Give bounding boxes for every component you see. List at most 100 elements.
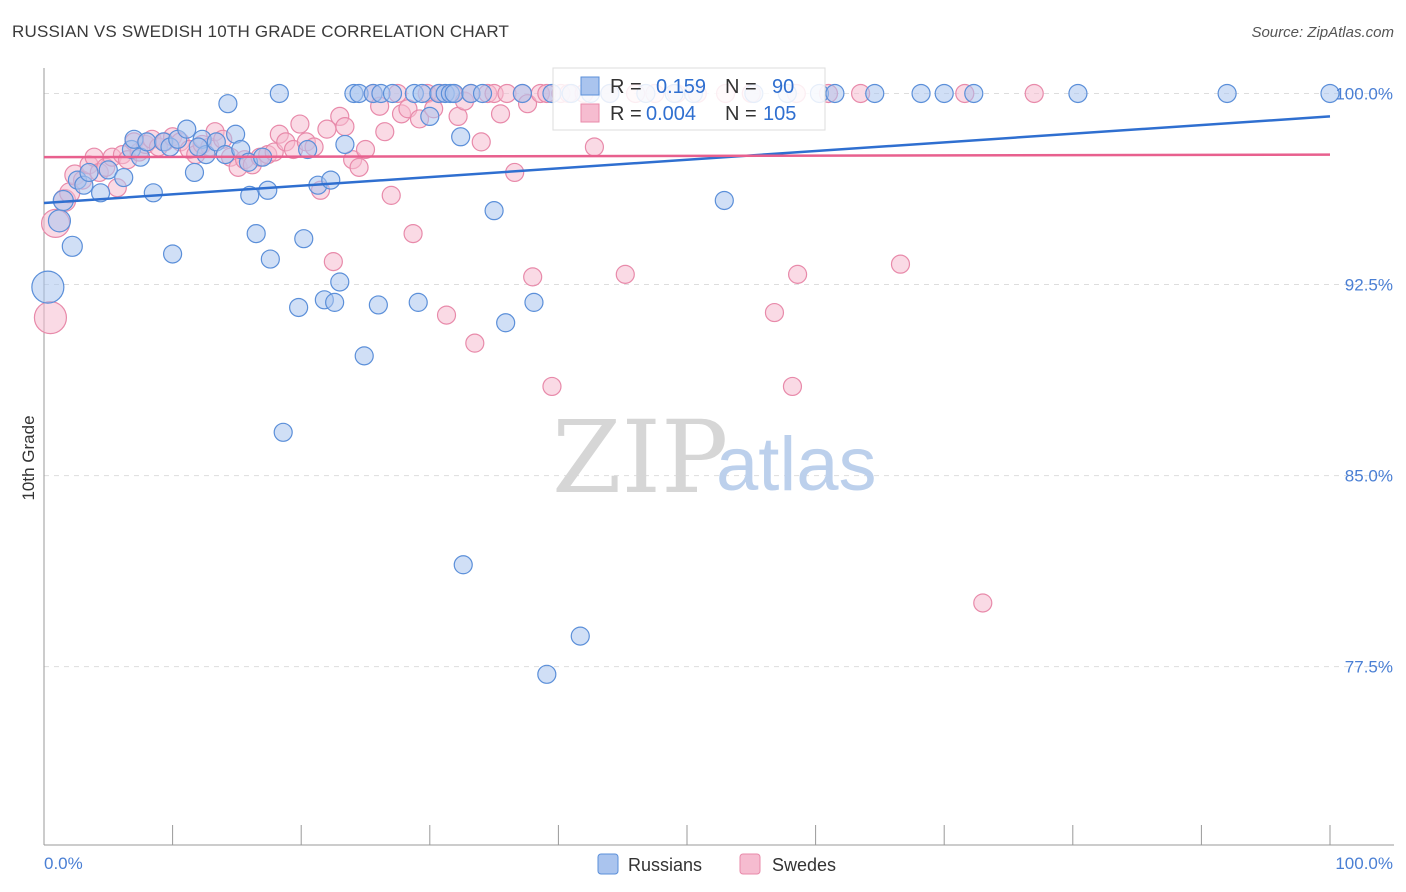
data-point-russians bbox=[240, 185, 260, 205]
legend-n-value-blue: 90 bbox=[772, 76, 794, 98]
data-point-russians bbox=[294, 229, 314, 249]
legend-label-russians: Russians bbox=[628, 855, 702, 875]
gridlines bbox=[44, 92, 1394, 668]
watermark: ZIP atlas bbox=[552, 399, 877, 516]
trend-line-russians bbox=[43, 115, 1331, 205]
data-point-russians bbox=[934, 83, 954, 104]
data-point-swedes bbox=[33, 301, 68, 335]
data-point-russians bbox=[269, 83, 289, 104]
legend-r-label-pink: R = bbox=[610, 103, 642, 125]
data-point-russians bbox=[114, 167, 134, 188]
data-point-russians bbox=[496, 313, 516, 333]
data-point-russians bbox=[258, 180, 278, 200]
y-tick-label: 77.5% bbox=[1345, 658, 1393, 677]
data-point-russians bbox=[964, 83, 984, 104]
y-axis-label: 10th Grade bbox=[19, 415, 38, 500]
data-point-swedes bbox=[403, 223, 423, 244]
data-point-russians bbox=[451, 127, 471, 147]
data-point-russians bbox=[1068, 83, 1088, 104]
data-point-swedes bbox=[375, 122, 395, 142]
data-point-swedes bbox=[782, 376, 803, 397]
data-point-swedes bbox=[436, 305, 457, 325]
legend-label-swedes: Swedes bbox=[772, 855, 836, 875]
legend-r-value-blue: 0.159 bbox=[656, 76, 706, 98]
data-point-russians bbox=[137, 132, 157, 152]
series-legend: Russians Swedes bbox=[597, 853, 836, 875]
data-point-russians bbox=[321, 170, 341, 190]
trend-lines bbox=[43, 115, 1331, 205]
data-point-russians bbox=[260, 249, 280, 269]
data-point-russians bbox=[512, 83, 532, 104]
legend-r-value-pink: 0.004 bbox=[646, 103, 696, 125]
data-point-russians bbox=[289, 297, 309, 318]
data-point-russians bbox=[218, 94, 238, 114]
data-point-russians bbox=[98, 160, 118, 180]
data-point-russians bbox=[163, 244, 183, 264]
legend-swatch-swedes bbox=[739, 853, 761, 875]
watermark-atlas: atlas bbox=[716, 422, 877, 507]
data-point-russians bbox=[273, 422, 293, 442]
data-point-russians bbox=[246, 223, 266, 244]
chart-title: RUSSIAN VS SWEDISH 10TH GRADE CORRELATIO… bbox=[12, 22, 510, 41]
data-point-russians bbox=[1320, 83, 1340, 104]
data-point-swedes bbox=[542, 376, 562, 397]
data-point-swedes bbox=[1024, 83, 1044, 104]
legend-n-value-pink: 105 bbox=[763, 103, 796, 125]
data-point-russians bbox=[412, 83, 432, 104]
stats-legend: R = 0.159 N = 90 R = 0.004 N = 105 bbox=[552, 67, 826, 131]
data-point-russians bbox=[335, 134, 355, 155]
data-point-russians bbox=[90, 183, 111, 203]
data-point-swedes bbox=[323, 252, 343, 272]
data-point-russians bbox=[79, 162, 99, 183]
data-point-russians bbox=[524, 292, 544, 312]
data-point-swedes bbox=[349, 157, 369, 177]
data-point-swedes bbox=[764, 302, 785, 323]
x-tick-labels: 0.0% 100.0% bbox=[44, 854, 1393, 873]
data-point-russians bbox=[714, 190, 734, 211]
data-point-russians bbox=[865, 83, 885, 104]
data-point-russians bbox=[911, 83, 931, 104]
trend-line-swedes bbox=[43, 153, 1331, 159]
data-point-swedes bbox=[471, 132, 491, 152]
legend-n-label-pink: N = bbox=[725, 103, 757, 125]
legend-swatch-russians bbox=[597, 853, 619, 875]
data-point-russians bbox=[537, 664, 557, 684]
data-point-swedes bbox=[290, 114, 310, 134]
data-point-swedes bbox=[523, 267, 543, 287]
legend-swatch-blue bbox=[580, 76, 600, 96]
data-point-swedes bbox=[490, 104, 511, 124]
data-point-russians bbox=[453, 555, 473, 575]
y-tick-label: 92.5% bbox=[1345, 276, 1393, 295]
data-point-swedes bbox=[381, 185, 401, 205]
data-point-russians bbox=[298, 139, 318, 160]
data-point-russians bbox=[444, 83, 464, 104]
data-point-russians bbox=[61, 235, 83, 257]
data-point-russians bbox=[188, 137, 208, 157]
data-point-russians bbox=[184, 162, 205, 183]
series-russians-points bbox=[31, 83, 1340, 684]
x-tick-label: 0.0% bbox=[44, 854, 83, 873]
data-point-russians bbox=[420, 106, 440, 127]
data-point-russians bbox=[368, 295, 388, 315]
watermark-zip: ZIP bbox=[552, 399, 728, 516]
legend-n-label-blue: N = bbox=[725, 76, 757, 98]
data-point-swedes bbox=[787, 264, 808, 284]
series-swedes-points bbox=[33, 83, 1044, 613]
data-point-russians bbox=[177, 119, 197, 139]
data-point-russians bbox=[330, 272, 350, 292]
data-point-russians bbox=[354, 346, 374, 366]
chart-source: Source: ZipAtlas.com bbox=[1251, 24, 1394, 41]
data-point-swedes bbox=[584, 137, 605, 157]
data-point-russians bbox=[484, 201, 504, 221]
data-point-russians bbox=[325, 292, 345, 312]
data-point-swedes bbox=[615, 264, 635, 284]
data-point-russians bbox=[382, 83, 403, 104]
y-tick-label: 100.0% bbox=[1335, 84, 1393, 103]
data-point-russians bbox=[143, 183, 163, 203]
legend-r-label-blue: R = bbox=[610, 76, 642, 98]
y-tick-label: 85.0% bbox=[1345, 467, 1393, 486]
axes bbox=[43, 68, 1394, 846]
data-point-russians bbox=[1217, 83, 1237, 104]
data-point-russians bbox=[47, 209, 72, 233]
